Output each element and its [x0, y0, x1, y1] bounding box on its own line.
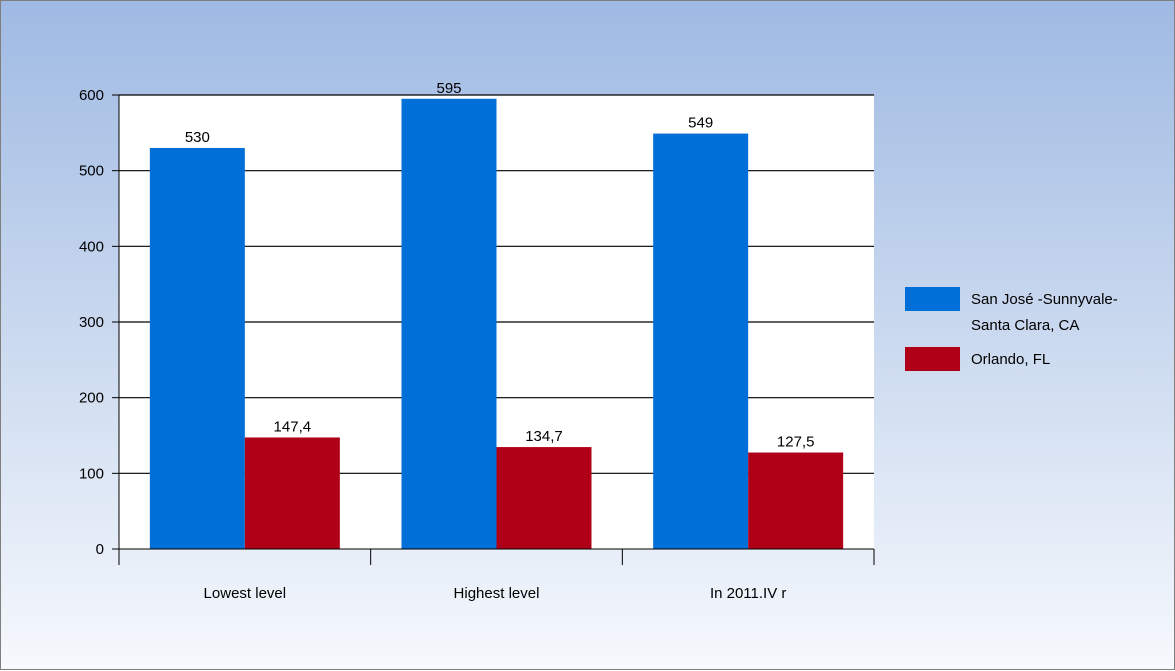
- axes: [112, 94, 875, 565]
- y-tick-label: 200: [79, 390, 104, 407]
- data-label: 134,7: [525, 428, 563, 445]
- bar: [401, 98, 497, 550]
- legend: San José -Sunnyvale- Santa Clara, CA Orlan…: [905, 287, 1118, 371]
- legend-label: Orlando, FL: [971, 351, 1050, 368]
- bar: [653, 133, 749, 549]
- y-tick-label: 100: [79, 465, 104, 482]
- y-tick-label: 400: [79, 238, 104, 255]
- bar: [496, 447, 592, 549]
- bars: [149, 98, 844, 550]
- legend-swatch: [905, 287, 960, 311]
- y-tick-label: 600: [79, 87, 104, 104]
- y-tick-label: 300: [79, 314, 104, 331]
- y-tick-label: 500: [79, 163, 104, 180]
- bar: [149, 147, 245, 549]
- labels: 0 100 200 300 400 500 600 530 147,4 Lowest level 5…: [79, 80, 814, 602]
- data-label: 595: [436, 80, 461, 97]
- bar: [748, 452, 844, 549]
- legend-label: Santa Clara, CA: [971, 317, 1079, 334]
- y-tick-label: 0: [96, 541, 104, 558]
- x-category-label: In 2011.IV r: [710, 585, 786, 602]
- data-label: 127,5: [777, 434, 815, 451]
- data-label: 147,4: [274, 418, 312, 435]
- bar: [244, 437, 340, 549]
- legend-label: San José -Sunnyvale-: [971, 291, 1118, 308]
- x-category-label: Highest level: [454, 585, 540, 602]
- data-label: 549: [688, 115, 713, 132]
- x-category-label: Lowest level: [204, 585, 287, 602]
- legend-swatch: [905, 347, 960, 371]
- data-label: 530: [185, 129, 210, 146]
